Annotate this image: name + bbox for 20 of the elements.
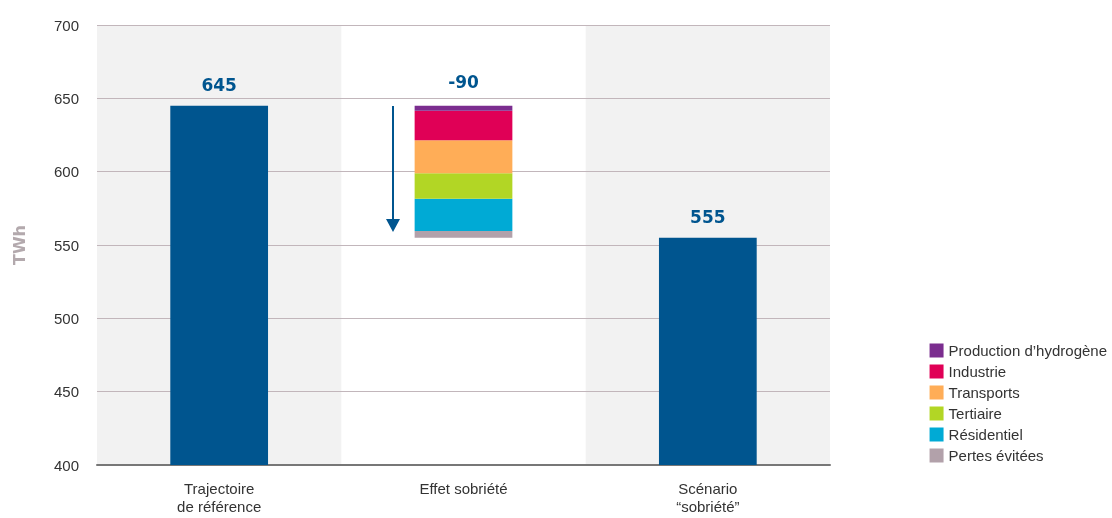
y-tick-label: 550 — [53, 236, 79, 254]
y-tick-label: 600 — [53, 163, 79, 181]
legend-label: Tertiaire — [948, 405, 1002, 422]
data-label: 645 — [201, 75, 237, 96]
y-axis-title: TWh — [9, 225, 29, 265]
y-tick-label: 450 — [53, 383, 79, 401]
y-tick-label: 500 — [53, 309, 79, 327]
x-tick-label: Effet sobriété — [419, 479, 508, 497]
annotation: -90 — [448, 71, 480, 92]
data-label: 555 — [690, 207, 726, 228]
legend-label: Industrie — [948, 363, 1007, 380]
x-tick-label: Trajectoire de référence — [177, 479, 262, 515]
legend-label: Pertes évitées — [948, 447, 1044, 464]
y-tick-label: 700 — [53, 16, 79, 34]
y-tick-label: 400 — [53, 456, 79, 474]
legend-label: Transports — [948, 384, 1020, 401]
legend-label: Production d’hydrogène — [948, 342, 1108, 359]
y-tick-label: 650 — [53, 89, 79, 107]
legend-label: Résidentiel — [948, 426, 1023, 443]
x-tick-label: Scénario “sobriété” — [676, 479, 740, 515]
